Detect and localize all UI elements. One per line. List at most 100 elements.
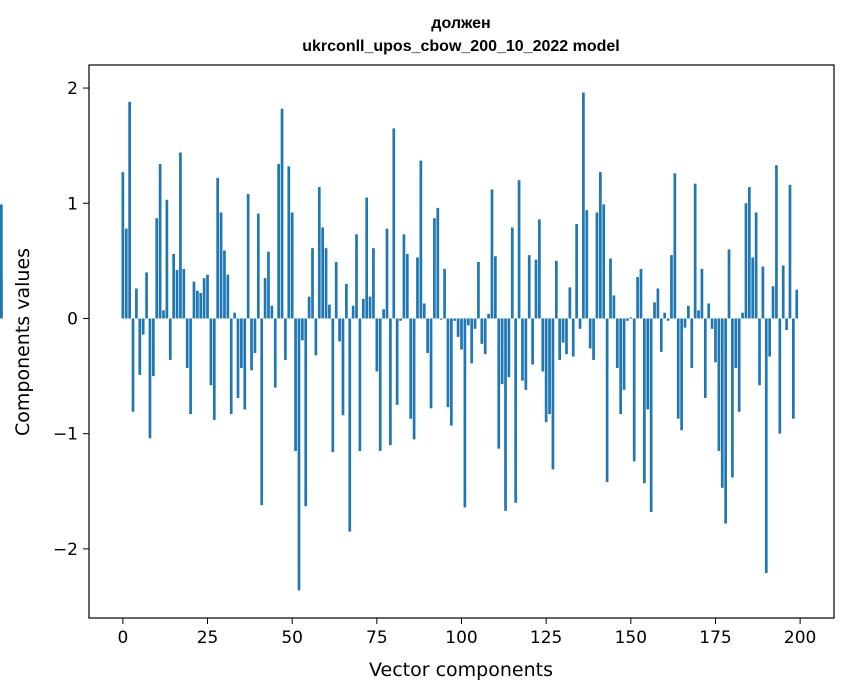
- bar-44: [270, 305, 274, 319]
- bar-75: [375, 318, 379, 372]
- bar-156: [649, 318, 653, 513]
- bar-7: [145, 272, 148, 319]
- bar-100: [460, 318, 463, 350]
- bar-198: [792, 318, 795, 419]
- bar-187: [754, 212, 758, 319]
- bar-145: [612, 295, 616, 319]
- bar-180: [731, 318, 734, 478]
- bar-176: [717, 318, 721, 451]
- bar-149: [626, 318, 629, 321]
- bar-74: [372, 248, 375, 319]
- bar-77: [382, 309, 385, 319]
- bar-18: [182, 268, 186, 319]
- bar-64: [338, 318, 341, 342]
- bar-53: [300, 318, 304, 341]
- bar-13: [165, 199, 169, 319]
- bar-135: [578, 318, 582, 329]
- bar-182: [737, 318, 741, 412]
- bar-190: [764, 318, 768, 574]
- bar-144: [609, 258, 612, 319]
- x-tick-label: 0: [117, 628, 128, 648]
- bar-153: [639, 268, 643, 319]
- y-tick-label: 0: [67, 309, 78, 329]
- bar-83: [402, 234, 406, 319]
- plot-frame: [88, 64, 835, 619]
- bar-60: [324, 248, 328, 319]
- bar-88: [419, 160, 423, 319]
- bar-90: [426, 318, 429, 354]
- bar-undefined: [0, 204, 3, 319]
- bar-197: [788, 184, 792, 319]
- bar-110: [494, 256, 497, 319]
- bar-37: [246, 194, 250, 319]
- bar-91: [429, 318, 433, 409]
- bar-11: [158, 164, 162, 319]
- bar-141: [598, 172, 602, 319]
- bar-115: [510, 227, 514, 319]
- bar-101: [463, 318, 467, 508]
- bar-52: [297, 318, 301, 591]
- bar-120: [527, 255, 531, 319]
- bar-155: [646, 318, 650, 410]
- bar-183: [741, 312, 744, 319]
- bar-105: [477, 262, 480, 319]
- y-axis-label: Components values: [12, 248, 34, 436]
- bar-40: [256, 213, 260, 319]
- y-tick-label: −2: [53, 540, 78, 560]
- bar-22: [196, 290, 199, 319]
- bar-62: [331, 318, 335, 453]
- bar-113: [504, 318, 507, 511]
- bar-150: [629, 317, 633, 319]
- bar-151: [632, 318, 636, 462]
- bar-122: [534, 259, 538, 319]
- x-axis-ticks: 0 25 50 75 100 125 150 175 200: [117, 618, 816, 648]
- bar-65: [341, 318, 345, 416]
- bar-49: [287, 166, 291, 319]
- bar-85: [409, 318, 413, 419]
- bar-94: [439, 318, 443, 320]
- x-axis-label: Vector components: [369, 659, 553, 681]
- y-tick-label: 2: [67, 79, 78, 99]
- bar-29: [219, 212, 223, 319]
- bar-167: [687, 305, 690, 319]
- bar-39: [253, 318, 257, 354]
- bar-103: [470, 318, 474, 364]
- bar-173: [707, 303, 711, 319]
- bar-119: [524, 318, 528, 390]
- bar-107: [483, 318, 487, 355]
- bar-43: [267, 251, 270, 319]
- bar-56: [311, 248, 314, 319]
- bar-16: [175, 270, 179, 319]
- bar-27: [212, 318, 216, 420]
- bar-129: [558, 318, 562, 360]
- bar-17: [179, 152, 182, 319]
- bar-138: [588, 318, 592, 349]
- bar-45: [273, 318, 277, 388]
- bar-78: [385, 228, 389, 319]
- x-tick-label: 125: [530, 628, 562, 648]
- bar-127: [551, 318, 555, 470]
- bar-172: [703, 318, 707, 398]
- bar-125: [544, 318, 548, 423]
- bar-104: [473, 318, 477, 329]
- bar-195: [781, 265, 785, 319]
- bar-79: [389, 318, 392, 446]
- bar-117: [517, 180, 521, 319]
- bar-97: [449, 318, 453, 426]
- bar-24: [202, 278, 206, 319]
- bar-133: [571, 318, 575, 357]
- bar-10: [155, 218, 159, 319]
- bar-72: [365, 197, 369, 319]
- bar-163: [673, 173, 677, 319]
- bar-36: [243, 318, 247, 410]
- bar-140: [595, 212, 599, 319]
- bar-0: [121, 172, 125, 319]
- bar-26: [209, 318, 213, 386]
- bar-199: [795, 289, 799, 319]
- bar-116: [514, 318, 518, 503]
- bar-76: [378, 318, 382, 451]
- bar-15: [172, 253, 176, 319]
- bar-134: [575, 223, 578, 319]
- bar-48: [284, 318, 287, 360]
- chart-subtitle: ukrconll_upos_cbow_200_10_2022 model: [302, 38, 619, 55]
